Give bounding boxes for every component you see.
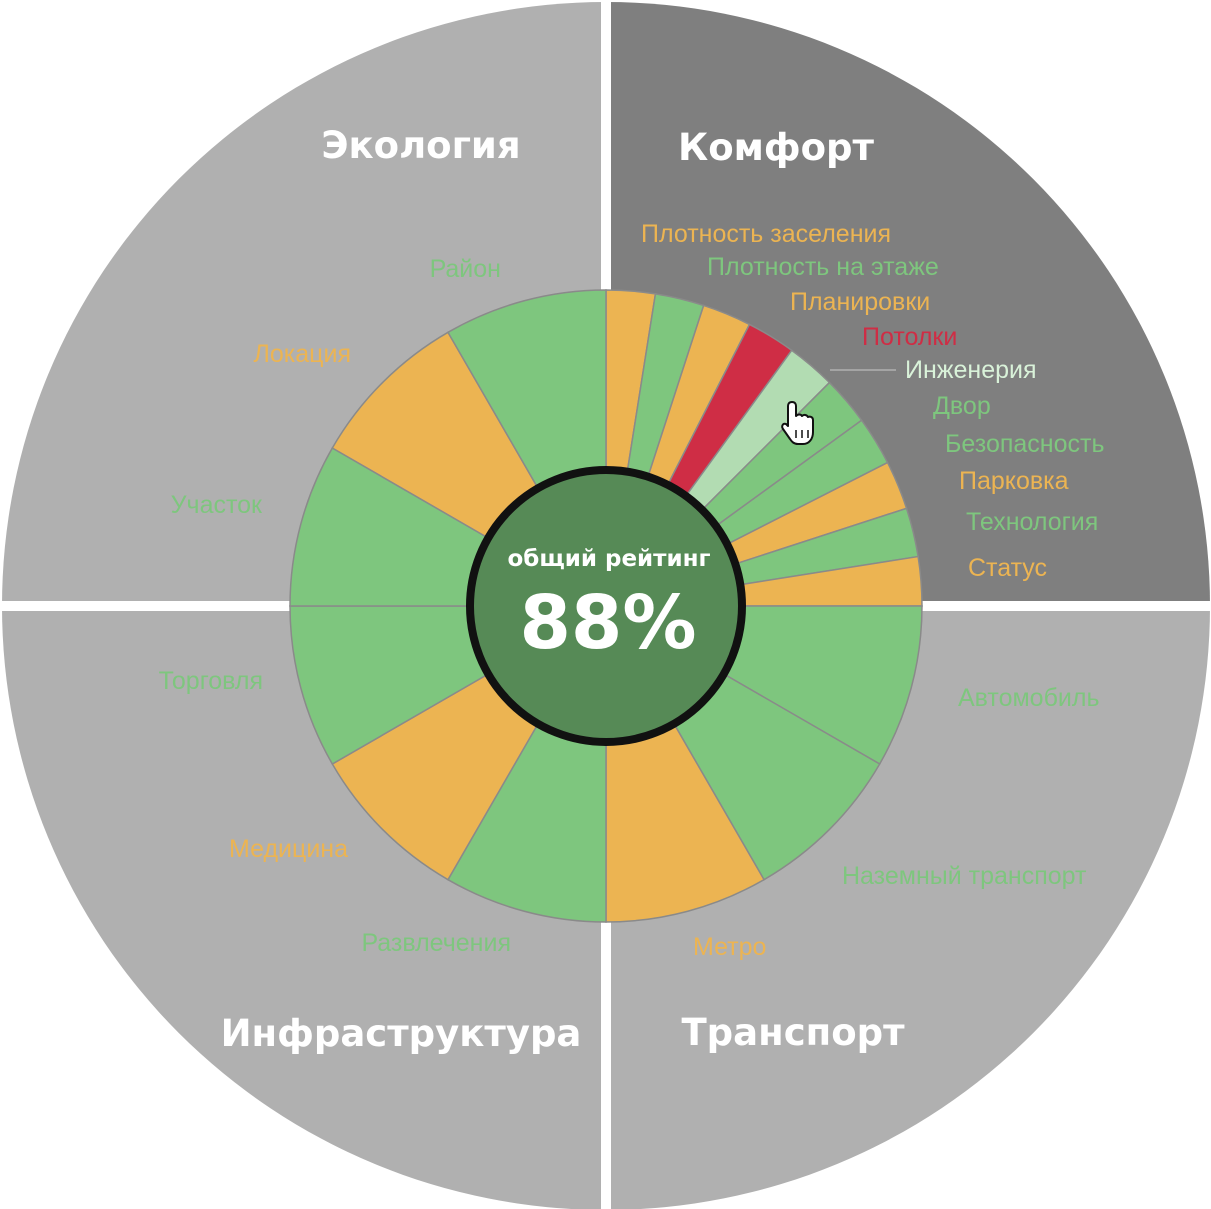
label-rayon: Район	[430, 255, 501, 283]
title-komfort: Комфорт	[678, 126, 875, 169]
hand-pointer-icon	[781, 401, 814, 445]
title-transport: Транспорт	[681, 1011, 905, 1054]
label-planirovki: Планировки	[790, 288, 930, 316]
center-value: 88%	[519, 580, 696, 666]
quadrant-titles: Комфорт Транспорт Инфраструктура Экология	[221, 124, 906, 1055]
label-plotnost-na-etazhe: Плотность на этаже	[707, 253, 939, 281]
center-circle	[466, 466, 746, 746]
label-razvlecheniya: Развлечения	[361, 929, 511, 957]
label-nazemnyy-transport: Наземный транспорт	[842, 862, 1087, 890]
label-torgovlya: Торговля	[159, 667, 263, 695]
center-caption: общий рейтинг	[507, 546, 710, 572]
label-inzheneriya: Инженерия	[905, 356, 1037, 384]
rating-segments	[289, 289, 923, 923]
label-uchastok: Участок	[171, 491, 263, 519]
center-badge: общий рейтинг 88%	[466, 466, 746, 746]
label-status: Статус	[968, 554, 1047, 582]
title-infrastruktura: Инфраструктура	[221, 1012, 582, 1055]
label-dvor: Двор	[933, 392, 991, 420]
label-parkovka: Парковка	[959, 467, 1069, 495]
label-potolki: Потолки	[862, 323, 957, 351]
label-lokatsiya: Локация	[253, 340, 351, 368]
label-bezopasnost: Безопасность	[945, 430, 1104, 458]
segment-labels: Плотность заселения Плотность на этаже Пла…	[159, 220, 1105, 961]
label-plotnost-zaseleniya: Плотность заселения	[641, 220, 891, 248]
label-tekhnologiya: Технология	[966, 508, 1098, 536]
label-metro: Метро	[693, 933, 766, 961]
label-meditsina: Медицина	[229, 835, 348, 863]
title-ekologiya: Экология	[321, 124, 520, 167]
label-avtomobil: Автомобиль	[958, 684, 1099, 712]
